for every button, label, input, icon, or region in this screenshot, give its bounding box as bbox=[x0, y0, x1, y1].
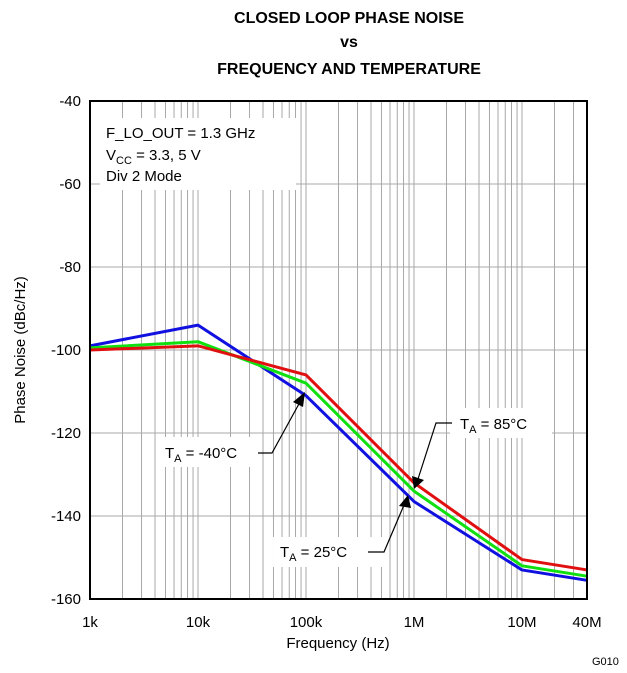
annotation-box-p85 bbox=[450, 408, 552, 438]
info-box bbox=[100, 118, 296, 190]
y-tick-label: -40 bbox=[59, 93, 81, 110]
annotation-arrowhead-p25 bbox=[399, 495, 411, 508]
series-group bbox=[89, 323, 588, 582]
annotation-leader-p85 bbox=[417, 422, 452, 480]
x-tick-label: 1M bbox=[404, 614, 425, 631]
plot-frame bbox=[89, 100, 588, 600]
y-axis-label: Phase Noise (dBc/Hz) bbox=[12, 276, 29, 424]
chart-title-line-3: FREQUENCY AND TEMPERATURE bbox=[217, 61, 481, 78]
annotation-arrowhead-p85 bbox=[412, 476, 424, 489]
annotation-p25: TA = 25°C bbox=[280, 544, 347, 564]
annotation-leader-m40 bbox=[258, 401, 301, 454]
x-tick-label: 100k bbox=[290, 614, 323, 631]
info-line-vcc: VCC = 3.3, 5 V bbox=[106, 147, 201, 167]
x-tick-label: 10k bbox=[186, 614, 211, 631]
info-line-mode: Div 2 Mode bbox=[106, 168, 182, 185]
series-line-1 bbox=[89, 340, 588, 578]
series-line-0 bbox=[89, 323, 588, 582]
x-tick-label: 10M bbox=[507, 614, 536, 631]
x-axis-label: Frequency (Hz) bbox=[286, 635, 389, 652]
y-tick-label: -140 bbox=[51, 508, 81, 525]
annotation-p85: TA = 85°C bbox=[460, 416, 527, 436]
series-line-2 bbox=[89, 344, 588, 572]
y-tick-label: -100 bbox=[51, 342, 81, 359]
x-tick-label: 40M bbox=[572, 614, 601, 631]
chart-title-line-1: CLOSED LOOP PHASE NOISE bbox=[234, 10, 464, 27]
x-tick-label: 1k bbox=[82, 614, 98, 631]
y-tick-label: -120 bbox=[51, 425, 81, 442]
y-tick-label: -160 bbox=[51, 591, 81, 608]
annotation-arrowhead-m40 bbox=[293, 392, 305, 407]
figure-code: G010 bbox=[592, 656, 619, 668]
annotation-leader-p25 bbox=[368, 504, 405, 553]
annotation-box-p25 bbox=[273, 537, 383, 567]
chart-title-line-2: vs bbox=[340, 34, 358, 51]
y-tick-label: -60 bbox=[59, 176, 81, 193]
x-tick-labels: 1k 10k 100k 1M 10M 40M bbox=[82, 614, 602, 631]
annotation-m40: TA = -40°C bbox=[165, 445, 237, 465]
info-line-lo: F_LO_OUT = 1.3 GHz bbox=[106, 125, 255, 142]
y-tick-label: -80 bbox=[59, 259, 81, 276]
y-tick-labels: -40 -60 -80 -100 -120 -140 -160 bbox=[51, 93, 81, 608]
annotation-box-m40 bbox=[158, 437, 258, 467]
